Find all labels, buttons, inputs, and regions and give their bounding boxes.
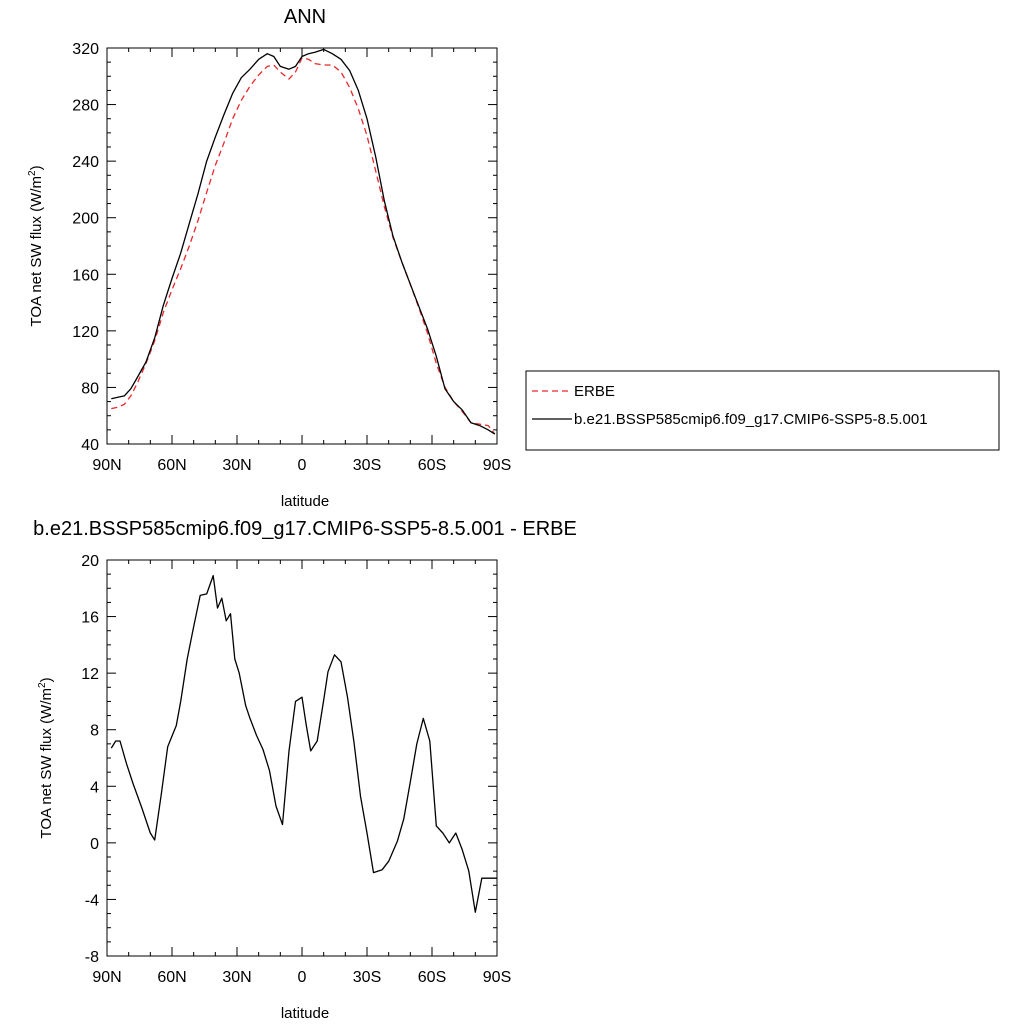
x-tick-label: 30S <box>353 457 381 474</box>
legend-box <box>525 370 1000 451</box>
x-tick-label: 90S <box>483 969 511 986</box>
y-tick-label: 4 <box>90 779 99 796</box>
series-line-0-0 <box>111 57 496 435</box>
y-axis-label-top: TOA net SW flux (W/m2) <box>27 165 45 326</box>
y-tick-label: 200 <box>72 211 99 228</box>
x-tick-label: 0 <box>298 969 307 986</box>
series-lines-top <box>111 48 496 435</box>
x-tick-label: 30S <box>353 969 381 986</box>
chart-title-bottom: b.e21.BSSP585cmip6.f09_g17.CMIP6-SSP5-8.… <box>33 518 577 540</box>
y-tick-label: 120 <box>72 324 99 341</box>
y-tick-label: 280 <box>72 98 99 115</box>
y-tick-label: 40 <box>81 437 99 454</box>
x-tick-label: 0 <box>298 457 307 474</box>
x-tick-label: 60N <box>157 969 186 986</box>
y-tick-label: -8 <box>85 949 99 966</box>
x-tick-label: 60S <box>418 969 446 986</box>
y-tick-label: 12 <box>81 666 99 683</box>
y-tick-label: 8 <box>90 723 99 740</box>
plot-frame-bottom <box>106 559 498 957</box>
y-axis-label-bottom: TOA net SW flux (W/m2) <box>37 677 55 838</box>
legend-label-model: b.e21.BSSP585cmip6.f09_g17.CMIP6-SSP5-8.… <box>574 411 928 428</box>
y-tick-label: 160 <box>72 267 99 284</box>
y-tick-label: 16 <box>81 610 99 627</box>
top-panel: ANN 90N 60N 30N 0 30S 60S 90S 40 80 120 160 200 240 2… <box>27 6 511 510</box>
x-tick-label: 90N <box>92 969 121 986</box>
bottom-panel: b.e21.BSSP585cmip6.f09_g17.CMIP6-SSP5-8.… <box>33 518 577 1022</box>
x-tick-label: 60S <box>418 457 446 474</box>
x-tick-label: 60N <box>157 457 186 474</box>
y-tick-label: 0 <box>90 836 99 853</box>
x-tick-label: 30N <box>222 969 251 986</box>
x-axis-label-bottom: latitude <box>281 1005 329 1022</box>
x-tick-label: 90S <box>483 457 511 474</box>
axes-ticks-bottom: 90N 60N 30N 0 30S 60S 90S -8 -4 0 4 8 12 16 20 <box>81 553 511 986</box>
x-tick-label: 90N <box>92 457 121 474</box>
x-axis-label-top: latitude <box>281 493 329 510</box>
y-tick-label: 320 <box>72 41 99 58</box>
legend: ERBE b.e21.BSSP585cmip6.f09_g17.CMIP6-SS… <box>525 370 1000 451</box>
series-line-1-0 <box>110 574 497 913</box>
series-lines-bottom <box>110 574 497 913</box>
chart-title-top: ANN <box>284 6 326 28</box>
y-tick-label: -4 <box>85 892 99 909</box>
plot-frame-top <box>106 47 498 445</box>
x-tick-label: 30N <box>222 457 251 474</box>
y-tick-label: 20 <box>81 553 99 570</box>
y-tick-label: 240 <box>72 154 99 171</box>
axes-ticks-top: 90N 60N 30N 0 30S 60S 90S 40 80 120 160 200 240 280 32… <box>72 41 511 474</box>
legend-label-erbe: ERBE <box>574 383 615 400</box>
y-tick-label: 80 <box>81 380 99 397</box>
series-line-0-1 <box>111 48 496 435</box>
